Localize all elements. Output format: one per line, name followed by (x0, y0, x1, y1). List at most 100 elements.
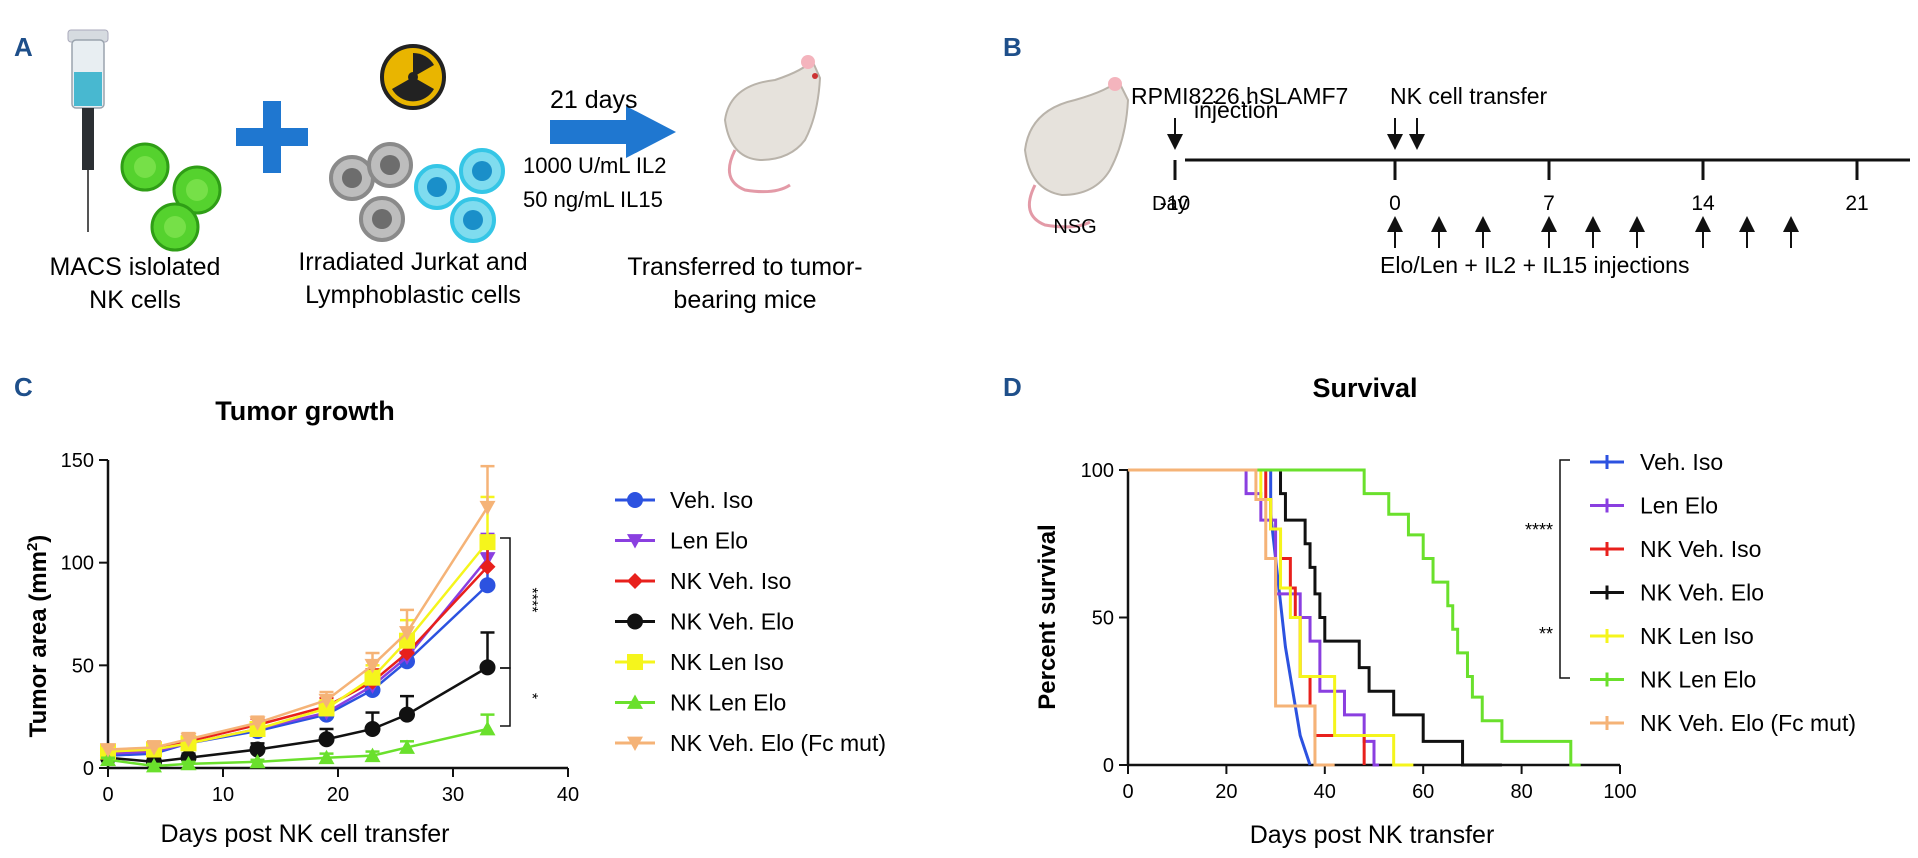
tumor-series (100, 540, 496, 760)
tumor-legend-label: NK Veh. Elo (Fc mut) (670, 730, 886, 756)
feeder-cells-icon (329, 142, 505, 243)
tumor-data-point (180, 732, 197, 748)
nk-transfer-label: NK cell transfer (1390, 83, 1548, 109)
tumor-legend-marker (627, 573, 643, 589)
survival-legend-label: NK Len Iso (1640, 623, 1754, 649)
tumor-sig-1: **** (523, 588, 540, 613)
timeline-tick-label: -10 (1160, 192, 1190, 215)
tumor-data-point (318, 749, 335, 765)
syringe-icon (67, 29, 109, 232)
panel-a: A MACS islolated NK cells (14, 29, 863, 314)
tumor-data-point (249, 716, 266, 731)
survival-legend-label: NK Len Elo (1640, 667, 1756, 693)
tumor-data-point (364, 747, 381, 763)
survival-x-tick-label: 100 (1603, 781, 1636, 803)
survival-significance-brackets: **** ** (1525, 459, 1570, 679)
tumor-legend-marker (627, 736, 643, 751)
transfer-caption-line1: Transferred to tumor- (627, 253, 862, 281)
tumor-significance-brackets: **** * (500, 537, 540, 727)
culture-arrow-icon (550, 106, 676, 158)
tumor-data-point (364, 720, 381, 737)
tumor-legend: Veh. Iso Len Elo NK Veh. Iso NK Veh. Elo NK … (615, 487, 886, 756)
survival-series-line (1128, 468, 1312, 766)
survival-chart-title: Survival (1312, 373, 1417, 403)
nsg-label: NSG (1053, 216, 1096, 238)
survival-sig-1: **** (1525, 520, 1553, 540)
tumor-data-point (318, 731, 335, 748)
tumor-legend-label: NK Veh. Elo (670, 609, 794, 635)
survival-legend-label: Veh. Iso (1640, 449, 1723, 475)
tumor-legend-marker (627, 654, 643, 670)
tumor-data-point (146, 741, 162, 756)
tumor-data-point (479, 577, 496, 594)
tumor-data-point (479, 500, 496, 516)
tumor-legend-label: NK Len Elo (670, 690, 786, 716)
panel-d: D Survival Days post NK transfer Percent… (1003, 372, 1856, 849)
panel-b: B NSG RPMI8226.hSLAMF7 injection NK cell… (1003, 32, 1910, 278)
tumor-sig-2: * (523, 693, 540, 699)
tumor-x-tick-label: 0 (102, 784, 113, 806)
panel-a-label: A (14, 32, 33, 62)
survival-y-tick-label: 50 (1092, 608, 1114, 630)
survival-legend-label: NK Veh. Iso (1640, 536, 1761, 562)
timeline-tick-label: 14 (1691, 192, 1715, 215)
panel-b-label: B (1003, 32, 1022, 62)
nsg-mouse-icon (1023, 77, 1130, 229)
tumor-data-point (180, 755, 197, 771)
survival-series-line (1128, 468, 1335, 767)
survival-legend: Veh. Iso Len Elo NK Veh. Iso NK Veh. Elo NK … (1590, 449, 1856, 736)
tumor-legend-marker (627, 694, 643, 709)
survival-series-line (1128, 468, 1502, 767)
tumor-growth-plot: 0 10 20 30 40 0 50 100 150 (61, 450, 580, 806)
nk-caption-line2: NK cells (89, 286, 181, 314)
injections-label: Elo/Len + IL2 + IL15 injections (1380, 252, 1689, 278)
tumor-series-line (107, 506, 489, 751)
tumor-data-point (479, 534, 496, 551)
tumor-data-point (364, 658, 381, 674)
plus-icon (236, 101, 308, 173)
timeline-tick-label: 7 (1543, 192, 1555, 215)
tumor-data-point (100, 751, 116, 767)
il2-label: 1000 U/mL IL2 (523, 153, 667, 178)
tumor-data-point (479, 720, 496, 736)
tumor-y-tick-label: 50 (72, 655, 94, 677)
feeder-caption-line2: Lymphoblastic cells (305, 281, 521, 309)
survival-x-tick-label: 80 (1510, 781, 1532, 803)
survival-y-tick-label: 0 (1103, 755, 1114, 777)
mouse-icon (723, 55, 822, 194)
survival-legend-label: NK Veh. Elo (Fc mut) (1640, 710, 1856, 736)
tumor-data-point (399, 626, 415, 641)
survival-series-line (1128, 468, 1366, 765)
survival-sig-2: ** (1539, 624, 1553, 644)
survival-plot: 0 20 40 60 80 100 0 50 100 (1081, 460, 1637, 803)
nk-caption-line1: MACS islolated (50, 253, 221, 281)
injection-label-line2: injection (1194, 97, 1278, 123)
tumor-x-tick-label: 20 (327, 784, 349, 806)
tumor-data-point (318, 700, 335, 717)
tumor-data-point (479, 558, 496, 575)
tumor-data-point (399, 706, 415, 723)
tumor-legend-label: NK Veh. Iso (670, 568, 791, 594)
tumor-chart-xlabel: Days post NK cell transfer (161, 820, 450, 848)
survival-series-line (1128, 468, 1414, 767)
tumor-x-tick-label: 30 (442, 784, 464, 806)
feeder-caption-line1: Irradiated Jurkat and (298, 248, 527, 276)
panel-c: C Tumor growth Days post NK cell transfe… (14, 372, 886, 848)
tumor-data-point (318, 693, 335, 709)
survival-x-tick-label: 20 (1215, 781, 1237, 803)
tumor-series (100, 542, 496, 764)
day-label: Day (1152, 193, 1188, 215)
tumor-series (100, 713, 496, 773)
tumor-legend-marker (627, 492, 643, 508)
tumor-data-point (479, 659, 496, 676)
tumor-data-point (399, 739, 415, 754)
survival-x-tick-label: 0 (1122, 781, 1133, 803)
tumor-data-point (399, 645, 415, 662)
tumor-legend-label: NK Len Iso (670, 649, 784, 675)
survival-series-line (1128, 468, 1581, 767)
tumor-chart-title: Tumor growth (215, 396, 394, 426)
tumor-series (100, 464, 496, 758)
tumor-data-point (100, 743, 116, 758)
tumor-chart-ylabel: Tumor area (mm2) (24, 535, 52, 738)
tumor-legend-marker (627, 613, 643, 630)
